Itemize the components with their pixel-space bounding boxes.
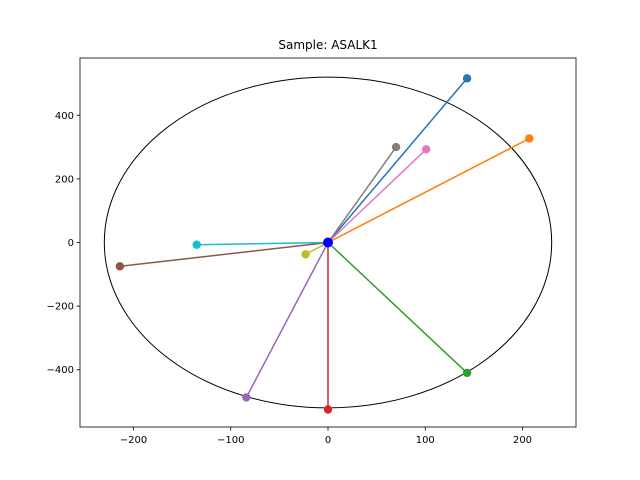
- series-line-5: [245, 242, 329, 398]
- y-tick-label: 0: [68, 238, 74, 249]
- series-line-1: [327, 77, 468, 243]
- series-point-9: [301, 250, 310, 259]
- series-line-7: [327, 148, 427, 244]
- series-point-5: [242, 393, 251, 402]
- series-point-3: [462, 368, 472, 378]
- plot-area: [103, 74, 553, 414]
- series-line-8: [327, 146, 397, 243]
- origin-point: [323, 237, 333, 248]
- y-tick-label: 200: [55, 174, 74, 185]
- series-point-8: [391, 142, 401, 152]
- x-tick-label: −200: [120, 435, 147, 446]
- y-tick-label: −200: [47, 302, 74, 313]
- x-tick-label: −100: [217, 435, 244, 446]
- series-line-6: [119, 241, 329, 268]
- series-point-6: [115, 262, 125, 271]
- series-point-4: [323, 405, 333, 414]
- series-point-7: [422, 145, 431, 154]
- series-line-3: [327, 241, 468, 374]
- series-point-2: [525, 134, 534, 143]
- x-tick-label: 0: [325, 435, 331, 446]
- axes: −200 −100 0 100 200 −400 −200 0 200 400: [47, 57, 577, 446]
- series-point-10: [192, 240, 201, 249]
- series-line-2: [327, 137, 530, 244]
- series-point-1: [462, 74, 472, 83]
- chart-title: Sample: ASALK1: [278, 38, 377, 52]
- x-tick-label: 200: [513, 435, 532, 446]
- x-tick-label: 100: [416, 435, 435, 446]
- y-tick-label: 400: [55, 111, 74, 122]
- series-line-10: [196, 241, 329, 246]
- y-tick-label: −400: [47, 365, 74, 376]
